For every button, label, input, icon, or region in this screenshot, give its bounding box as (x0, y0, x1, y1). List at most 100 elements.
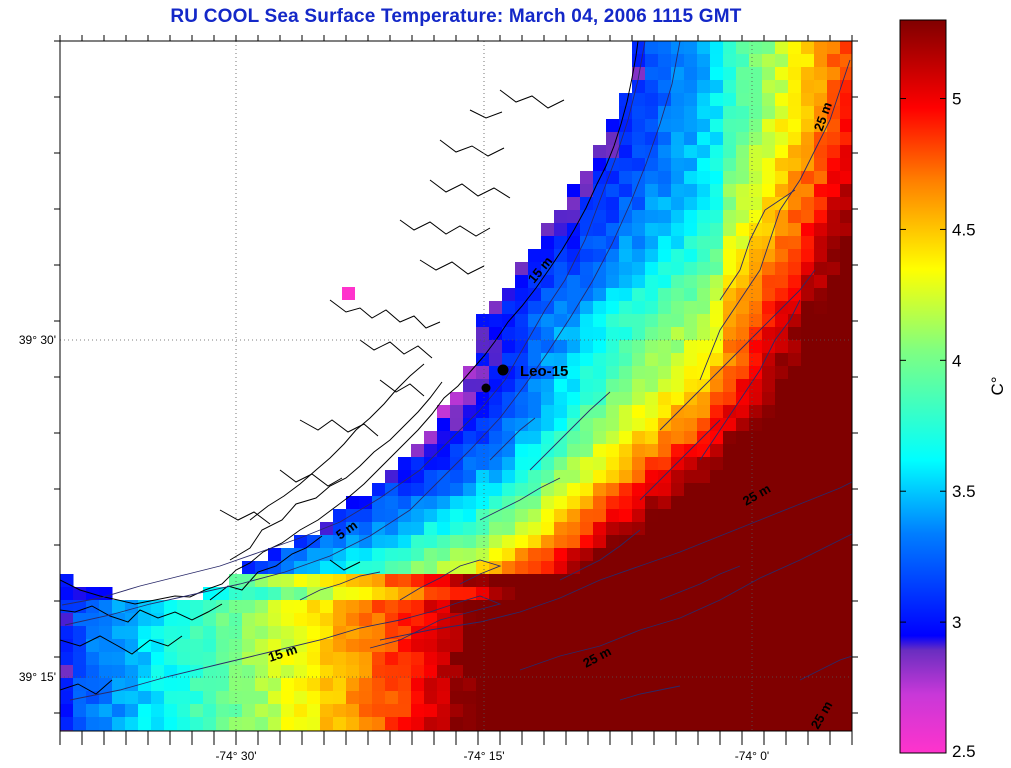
sst-cell (515, 366, 529, 380)
sst-cell (814, 80, 828, 94)
sst-cell (554, 613, 568, 627)
sst-cell (463, 522, 477, 536)
sst-cell (307, 717, 321, 731)
sst-cell (723, 366, 737, 380)
sst-cell (216, 665, 230, 679)
sst-cell (502, 522, 516, 536)
sst-cell (554, 561, 568, 575)
sst-cell (359, 522, 373, 536)
sst-cell (567, 301, 581, 315)
sst-cell (762, 145, 776, 159)
sst-cell (775, 184, 789, 198)
sst-cell (60, 652, 74, 666)
sst-cell (632, 210, 646, 224)
sst-cell (749, 145, 763, 159)
sst-cell (710, 67, 724, 81)
sst-cell (489, 678, 503, 692)
sst-cell (580, 600, 594, 614)
sst-cell (424, 704, 438, 718)
sst-cell (515, 470, 529, 484)
sst-cell (437, 587, 451, 601)
sst-cell (619, 522, 633, 536)
sst-cell (762, 548, 776, 562)
sst-cell (567, 340, 581, 354)
sst-cell (385, 574, 399, 588)
sst-cell (593, 613, 607, 627)
sst-cell (840, 223, 852, 237)
sst-cell (398, 522, 412, 536)
sst-cell (619, 730, 633, 731)
sst-cell (216, 587, 230, 601)
sst-cell (775, 392, 789, 406)
sst-cell (775, 444, 789, 458)
sst-cell (801, 522, 815, 536)
sst-cell (398, 483, 412, 497)
sst-cell (359, 509, 373, 523)
sst-cell (684, 665, 698, 679)
sst-cell (762, 158, 776, 172)
sst-cell (736, 730, 750, 731)
sst-cell (736, 652, 750, 666)
sst-cell (632, 717, 646, 731)
sst-cell (554, 431, 568, 445)
sst-cell (216, 639, 230, 653)
sst-cell (229, 678, 243, 692)
sst-cell (801, 184, 815, 198)
sst-cell (671, 54, 685, 68)
sst-cell (801, 236, 815, 250)
sst-cell (593, 301, 607, 315)
sst-cell (801, 353, 815, 367)
sst-cell (164, 639, 178, 653)
sst-cell (671, 171, 685, 185)
sst-cell (619, 509, 633, 523)
sst-cell (801, 275, 815, 289)
sst-cell (619, 457, 633, 471)
sst-cell (684, 730, 698, 731)
sst-cell (372, 600, 386, 614)
sst-cell (827, 54, 841, 68)
sst-cell (632, 288, 646, 302)
sst-cell (528, 587, 542, 601)
sst-cell (593, 327, 607, 341)
sst-cell (333, 691, 347, 705)
sst-cell (762, 327, 776, 341)
sst-cell (762, 132, 776, 146)
sst-cell (840, 197, 852, 211)
sst-cell (463, 418, 477, 432)
sst-cell-isolated (342, 287, 355, 300)
sst-cell (333, 522, 347, 536)
sst-cell (125, 665, 139, 679)
sst-cell (645, 54, 659, 68)
sst-cell (320, 691, 334, 705)
sst-cell (437, 496, 451, 510)
sst-cell (814, 67, 828, 81)
sst-cell (489, 457, 503, 471)
sst-cell (645, 639, 659, 653)
sst-cell (502, 457, 516, 471)
sst-cell (541, 730, 555, 731)
sst-cell (814, 379, 828, 393)
sst-cell (658, 522, 672, 536)
sst-cell (840, 431, 852, 445)
sst-cell (359, 678, 373, 692)
sst-cell (424, 678, 438, 692)
sst-cell (567, 457, 581, 471)
sst-cell (684, 405, 698, 419)
sst-cell (606, 717, 620, 731)
sst-cell (723, 171, 737, 185)
sst-cell (788, 418, 802, 432)
sst-cell (515, 522, 529, 536)
sst-cell (632, 301, 646, 315)
sst-cell (645, 418, 659, 432)
sst-cell (632, 327, 646, 341)
sst-cell (645, 600, 659, 614)
sst-cell (697, 236, 711, 250)
sst-cell (437, 613, 451, 627)
sst-cell (723, 301, 737, 315)
sst-cell (736, 691, 750, 705)
sst-cell (697, 613, 711, 627)
sst-cell (398, 574, 412, 588)
sst-cell (710, 665, 724, 679)
sst-cell (788, 366, 802, 380)
sst-cell (606, 223, 620, 237)
